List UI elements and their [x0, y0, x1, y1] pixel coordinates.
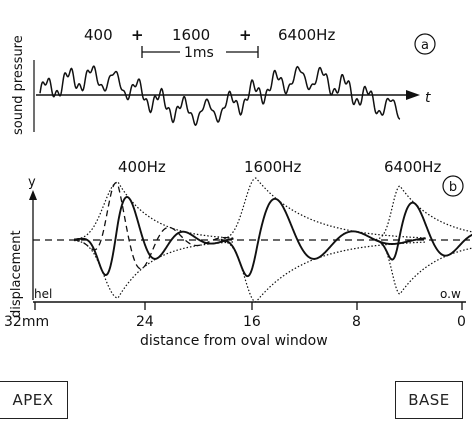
x-label-distance: distance from oval window — [140, 333, 328, 349]
panel-a-marker: a — [421, 38, 429, 53]
wave-400hz-wave — [74, 196, 234, 276]
y-label-displacement: displacement — [9, 230, 24, 318]
wave-label-400hz: 400Hz — [118, 158, 166, 176]
apex-label: APEX — [0, 381, 68, 419]
wave-1600hz-wave — [220, 197, 426, 278]
tick-label-0: 0 — [457, 314, 466, 330]
traveling-waves — [73, 177, 472, 303]
wave-label-1600hz: 1600Hz — [244, 158, 301, 176]
tick-label-8: 8 — [352, 314, 361, 330]
wave-label-6400hz: 6400Hz — [384, 158, 441, 176]
wave-400hz-wave-dashed — [73, 182, 234, 270]
wave-1600hz-envelope-upper — [220, 177, 426, 241]
helicotrema-label: hel — [34, 287, 52, 301]
label-6400hz: 6400Hz — [278, 26, 335, 44]
panel-b-marker: b — [449, 180, 457, 195]
sound-pressure-waveform — [39, 65, 401, 127]
wave-400hz-envelope-upper — [74, 181, 234, 241]
tick-label-24: 24 — [136, 314, 154, 330]
panel-b-marker-circle — [442, 175, 464, 197]
panel-b: 400Hz 1600Hz 6400Hz b y displacement hel… — [4, 158, 472, 349]
oval-window-label: o.w — [440, 287, 461, 301]
time-axis-label: t — [425, 90, 431, 106]
scale-bar-label: 1ms — [184, 45, 214, 61]
tick-label-16: 16 — [243, 314, 261, 330]
label-plus-1: + — [131, 26, 144, 44]
wave-6400hz-envelope-lower — [375, 239, 472, 295]
time-axis-arrowhead — [406, 90, 420, 100]
wave-6400hz-envelope-upper — [375, 185, 472, 241]
wave-400hz-envelope-lower — [74, 239, 234, 299]
y-top-label: y — [28, 175, 36, 190]
wave-6400hz-wave — [375, 201, 472, 261]
y-label-sound-pressure: sound pressure — [11, 35, 26, 135]
base-label: BASE — [395, 381, 463, 419]
tick-label-32mm: 32mm — [4, 314, 49, 330]
label-plus-2: + — [239, 26, 252, 44]
label-400: 400 — [84, 26, 113, 44]
panel-a-marker-circle — [414, 33, 436, 55]
displacement-axis-arrowhead — [29, 190, 37, 200]
label-1600: 1600 — [172, 26, 210, 44]
panel-a: 400 + 1600 + 6400Hz 1ms sound pressure t… — [11, 26, 436, 135]
